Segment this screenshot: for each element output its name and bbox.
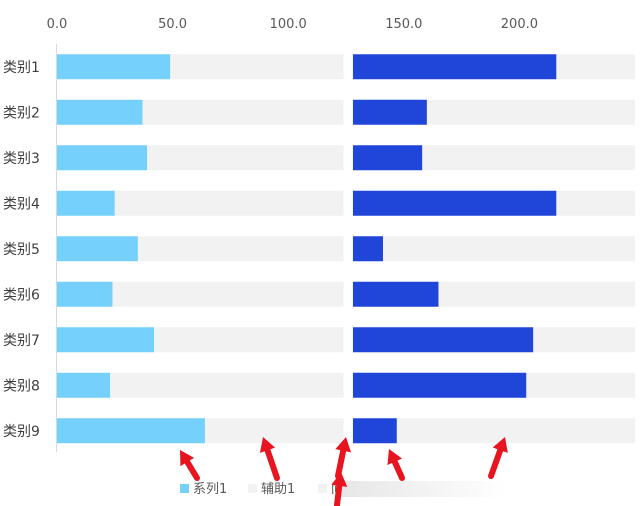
bar-segment [343,99,353,125]
category-label: 类别8 [3,378,40,394]
bar-segment [396,418,635,444]
bar-segment [343,236,353,262]
bar-segment [352,418,397,444]
bar-segment [343,281,353,307]
x-tick-label: 200.0 [501,17,538,32]
x-tick-label: 50.0 [158,17,187,32]
bar-segment [422,145,635,171]
legend-swatch [248,484,257,493]
x-axis-ticks: 0.0 50.0 100.0 150.0 200.0 [47,17,538,32]
bar-segment [170,54,344,80]
arrow-head [331,472,348,487]
bar-segment [556,54,635,80]
legend-swatch [180,484,189,493]
bar-segment [114,190,344,216]
bar-segment [352,327,534,353]
bar-segment [204,418,344,444]
bar-segment [142,99,344,125]
arrow-shaft [488,447,504,479]
category-label: 类别2 [3,105,40,121]
arrow-head [492,437,508,453]
bar-segment [154,327,344,353]
bar-segment [137,236,344,262]
legend: 系列1辅助1间 [180,481,508,497]
arrow-shaft [184,458,200,481]
arrow-head [259,437,276,453]
bar-segment [556,190,635,216]
category-label: 类别3 [3,151,40,167]
arrow-head [180,450,195,467]
bar-segment [57,327,155,353]
legend-label: 辅助1 [261,482,295,497]
bar-segment [352,236,383,262]
bar-segment [533,327,635,353]
bar-segment [352,372,527,398]
category-labels: 类别1 类别2 类别3 类别4 类别5 类别6 类别7 类别8 类别9 [3,60,40,440]
bar-segment [112,281,344,307]
bar-segment [426,99,635,125]
bar-segment [57,281,113,307]
arrow-head [387,449,403,466]
bar-segment [57,418,205,444]
arrow-shaft [334,482,343,506]
bar-segment [110,372,344,398]
arrow-shaft [264,447,280,481]
category-label: 类别1 [3,60,40,76]
bar-segment [57,99,143,125]
bar-segment [352,281,439,307]
bar-segment [343,418,353,444]
bar-segment [343,327,353,353]
bar-segment [438,281,635,307]
bar-segment [147,145,344,171]
arrow-shaft [335,447,347,479]
bar-segment [343,145,353,171]
bar-segment [526,372,635,398]
category-label: 类别9 [3,424,40,440]
bar-segment [382,236,635,262]
bar-segment [343,190,353,216]
arrow-shaft [391,458,405,481]
bar-segment [352,99,427,125]
legend-label: 系列1 [193,482,227,497]
x-tick-label: 0.0 [47,17,68,32]
bar-segment [57,372,111,398]
legend-fade [338,481,508,497]
arrow-head [335,437,352,453]
bar-segment [57,54,171,80]
bar-segment [57,190,115,216]
category-label: 类别5 [3,242,40,258]
bar-segment [352,190,557,216]
bar-segment [352,54,557,80]
x-tick-label: 100.0 [270,17,307,32]
legend-swatch [318,484,327,493]
bar-segment [57,236,138,262]
bar-segment [352,145,423,171]
annotation-arrows [180,437,508,506]
x-tick-label: 150.0 [385,17,422,32]
category-label: 类别6 [3,287,40,303]
bar-segment [57,145,148,171]
category-label: 类别7 [3,333,40,349]
bar-segment [343,54,353,80]
bars [57,54,635,444]
bar-segment [343,372,353,398]
category-label: 类别4 [3,196,40,212]
